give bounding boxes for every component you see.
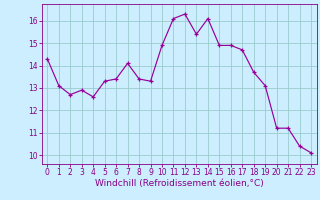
X-axis label: Windchill (Refroidissement éolien,°C): Windchill (Refroidissement éolien,°C) — [95, 179, 264, 188]
